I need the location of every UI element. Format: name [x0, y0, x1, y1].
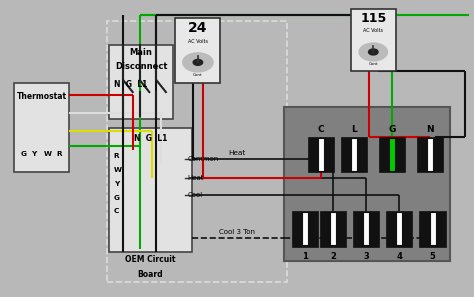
- Bar: [379, 137, 405, 172]
- Text: C: C: [114, 208, 119, 214]
- Text: Cool: Cool: [187, 192, 202, 198]
- Text: AC Volts: AC Volts: [363, 28, 383, 33]
- Bar: [320, 211, 346, 247]
- Text: 5: 5: [429, 252, 436, 261]
- Text: Cool 3 Ton: Cool 3 Ton: [219, 229, 255, 235]
- Text: Y: Y: [30, 151, 36, 157]
- Bar: [175, 18, 220, 83]
- Text: G: G: [114, 195, 120, 200]
- Bar: [351, 9, 396, 71]
- Bar: [308, 137, 334, 172]
- Bar: [109, 128, 192, 252]
- Text: Board: Board: [137, 270, 164, 279]
- Text: Main: Main: [129, 48, 153, 56]
- Text: AC Volts: AC Volts: [188, 39, 208, 44]
- Text: Cont: Cont: [193, 73, 203, 77]
- Bar: [417, 137, 443, 172]
- Text: 3: 3: [363, 252, 369, 261]
- Circle shape: [359, 43, 387, 61]
- Text: 2: 2: [330, 252, 336, 261]
- Text: G: G: [21, 151, 27, 157]
- Text: W: W: [44, 151, 51, 157]
- Text: N: N: [426, 125, 434, 134]
- Text: G: G: [389, 125, 396, 134]
- Text: Y: Y: [114, 181, 119, 187]
- Text: Disconnect: Disconnect: [115, 62, 167, 71]
- Text: 4: 4: [396, 252, 402, 261]
- Text: Cont: Cont: [368, 62, 378, 66]
- Bar: [107, 21, 287, 282]
- Circle shape: [182, 53, 213, 72]
- Text: Common: Common: [187, 156, 219, 162]
- Text: L: L: [351, 125, 357, 134]
- Text: C: C: [318, 125, 324, 134]
- Circle shape: [193, 59, 202, 65]
- Text: W: W: [114, 167, 122, 173]
- Bar: [419, 211, 446, 247]
- Text: R: R: [114, 153, 119, 159]
- Bar: [341, 137, 367, 172]
- Text: Heat: Heat: [187, 175, 204, 181]
- Text: N  G  L1: N G L1: [114, 80, 147, 89]
- Text: N  G  L1: N G L1: [134, 134, 167, 143]
- Text: OEM Circuit: OEM Circuit: [125, 255, 176, 264]
- Text: R: R: [56, 151, 62, 157]
- Bar: [14, 83, 69, 172]
- Bar: [353, 211, 379, 247]
- Text: 24: 24: [188, 21, 208, 35]
- Bar: [109, 45, 173, 119]
- Text: Heat: Heat: [228, 150, 246, 156]
- Bar: [292, 211, 318, 247]
- Bar: [386, 211, 412, 247]
- Text: 1: 1: [301, 252, 308, 261]
- Text: 115: 115: [360, 12, 386, 25]
- Text: Thermostat: Thermostat: [17, 92, 66, 101]
- Circle shape: [368, 49, 378, 55]
- Bar: [284, 107, 450, 261]
